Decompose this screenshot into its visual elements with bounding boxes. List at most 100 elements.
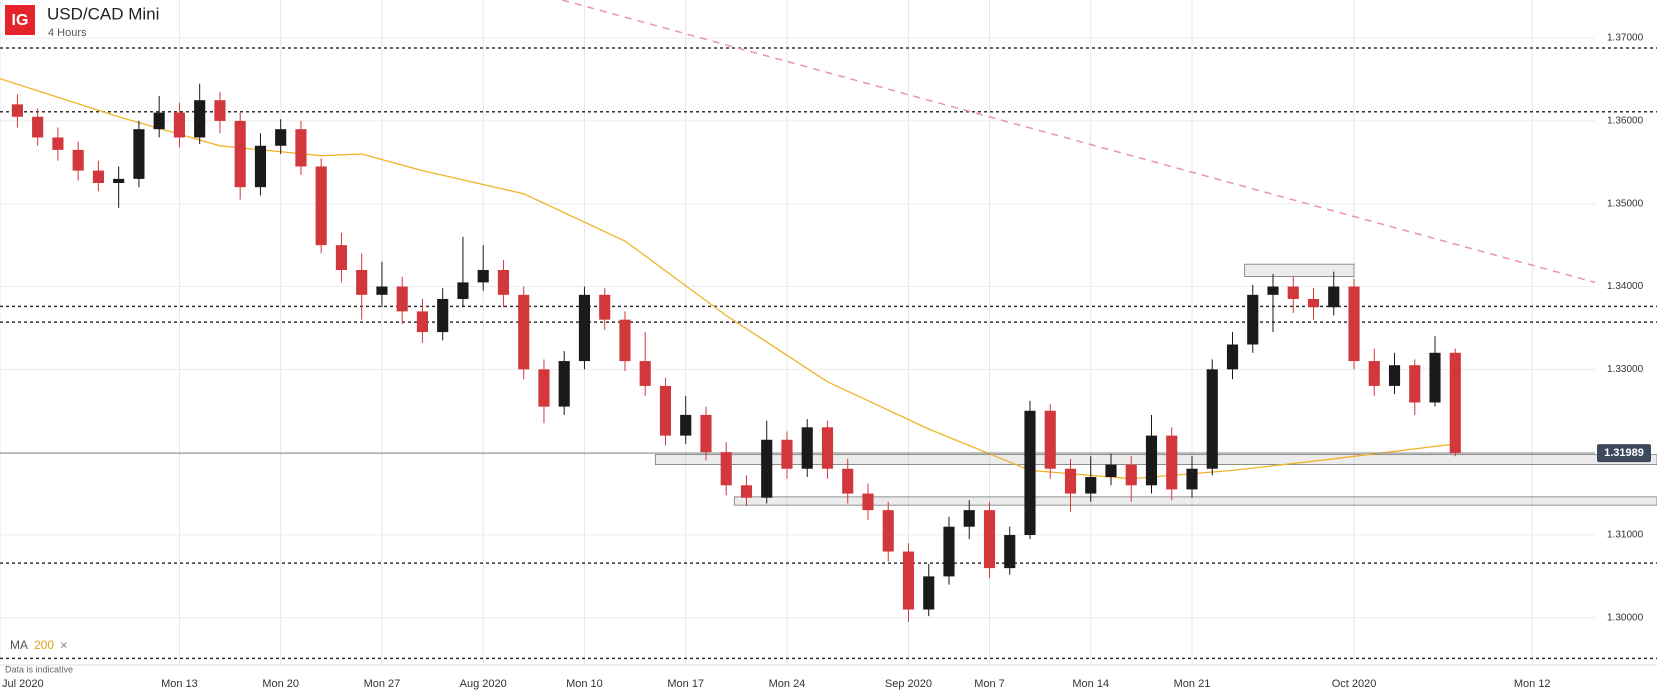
candle-body: [214, 100, 226, 121]
x-tick-label: Mon 27: [364, 678, 401, 690]
candle-body: [923, 576, 935, 610]
y-tick-label: 1.35000: [1607, 198, 1644, 209]
candle-body: [720, 452, 732, 486]
x-tick-label: Oct 2020: [1332, 678, 1377, 690]
candle-body: [1166, 435, 1178, 490]
x-tick-label: Mon 14: [1072, 678, 1109, 690]
candle-body: [1064, 468, 1077, 494]
candle-body: [457, 282, 469, 299]
x-tick-label: Mon 24: [769, 678, 806, 690]
candle-body: [781, 439, 793, 469]
y-tick-label: 1.33000: [1607, 364, 1644, 375]
candle-body: [254, 145, 267, 188]
last-price-label: 1.31989: [1604, 447, 1644, 459]
candle-body: [1105, 464, 1117, 478]
candle-body: [1409, 365, 1421, 403]
candle-body: [416, 311, 429, 333]
axis-panel: [1595, 0, 1657, 695]
candle-body: [1004, 534, 1016, 569]
candle-body: [52, 137, 64, 150]
candle-body: [821, 427, 834, 469]
footnote: Data is indicative: [5, 664, 73, 674]
x-tick-label: Jul 2020: [2, 678, 44, 690]
x-tick-label: Aug 2020: [460, 678, 507, 690]
candle-body: [1388, 365, 1401, 386]
y-tick-label: 1.34000: [1607, 281, 1644, 292]
moving-average: [0, 78, 1456, 480]
candle-body: [1145, 435, 1158, 486]
candle-body: [315, 166, 327, 246]
candle-body: [700, 414, 712, 453]
candle-body: [1307, 298, 1320, 308]
candle-body: [295, 129, 307, 167]
candle-body: [518, 294, 530, 370]
candle-body: [1226, 344, 1239, 370]
indicator-name: MA: [10, 638, 28, 652]
candle-body: [376, 286, 388, 295]
candle-body: [234, 120, 246, 188]
chart-title: USD/CAD Mini: [47, 4, 159, 23]
logo: IG: [12, 12, 29, 29]
candle-body: [902, 551, 915, 610]
candle-body: [1125, 464, 1137, 486]
candle-body: [943, 526, 955, 577]
candle-body: [599, 294, 611, 320]
candle-body: [983, 510, 996, 569]
candle-body: [740, 485, 753, 498]
candle-body: [1348, 286, 1360, 362]
candle-body: [477, 269, 489, 283]
x-tick-label: Mon 10: [566, 678, 603, 690]
candle-body: [1024, 410, 1036, 535]
x-tick-label: Mon 20: [262, 678, 299, 690]
candle-body: [1287, 286, 1299, 299]
candle-body: [578, 294, 591, 362]
candle-body: [538, 369, 550, 407]
candle-body: [963, 510, 975, 527]
candle-body: [437, 298, 449, 333]
y-tick-label: 1.37000: [1607, 33, 1644, 44]
candle-body: [1206, 369, 1218, 469]
indicator-remove[interactable]: ×: [60, 637, 68, 652]
x-tick-label: Mon 21: [1174, 678, 1211, 690]
candle-body: [497, 269, 510, 295]
candle-body: [842, 468, 854, 494]
x-tick-label: Mon 12: [1514, 678, 1551, 690]
candle-body: [11, 104, 23, 117]
candle-body: [1085, 477, 1097, 494]
candle-body: [1429, 352, 1441, 403]
x-tick-label: Mon 17: [667, 678, 704, 690]
candle-body: [396, 286, 408, 312]
candle-body: [558, 361, 570, 407]
indicator-period: 200: [34, 638, 54, 652]
candle-body: [1044, 410, 1056, 469]
y-tick-label: 1.31000: [1607, 530, 1644, 541]
candle-body: [801, 427, 813, 469]
candle-body: [1449, 352, 1461, 453]
candle-body: [1186, 468, 1198, 490]
candle-body: [275, 129, 287, 146]
trendline: [561, 0, 1596, 284]
candle-body: [1247, 294, 1259, 345]
x-tick-label: Mon 7: [974, 678, 1005, 690]
candle-body: [862, 493, 874, 511]
candle-body: [356, 269, 368, 295]
x-tick-label: Mon 13: [161, 678, 198, 690]
candle-body: [153, 112, 165, 130]
logo-box: [5, 5, 35, 35]
candle-body: [335, 245, 348, 270]
candle-body: [619, 319, 631, 362]
zone: [733, 496, 1657, 506]
chart-subtitle: 4 Hours: [48, 27, 87, 39]
candle-body: [1328, 286, 1340, 308]
candle-body: [1267, 286, 1279, 295]
candle-body: [194, 100, 206, 138]
candle-body: [32, 116, 44, 138]
candle-body: [173, 112, 185, 138]
y-tick-label: 1.36000: [1607, 116, 1644, 127]
candle-body: [133, 129, 145, 179]
candle-body: [92, 170, 104, 184]
y-tick-label: 1.30000: [1607, 612, 1644, 623]
